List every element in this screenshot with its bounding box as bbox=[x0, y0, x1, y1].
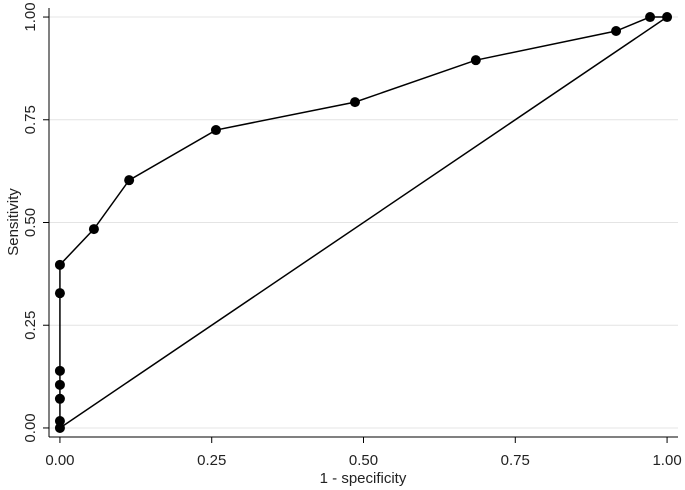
point bbox=[54, 415, 65, 426]
y-tick-label: 0.50 bbox=[22, 208, 39, 237]
point bbox=[54, 365, 65, 376]
point bbox=[470, 55, 481, 66]
point bbox=[645, 12, 656, 23]
line bbox=[59, 16, 668, 429]
point bbox=[88, 224, 99, 235]
x-tick-label: 0.75 bbox=[501, 452, 530, 469]
x-axis-title: 1 - specificity bbox=[320, 470, 407, 487]
y-tick-label: 0.25 bbox=[22, 311, 39, 340]
x-tick-label: 0.00 bbox=[45, 452, 74, 469]
x-tick-label: 1.00 bbox=[652, 452, 681, 469]
point bbox=[54, 259, 65, 270]
y-tick-label: 1.00 bbox=[22, 2, 39, 31]
y-tick-label: 0.75 bbox=[22, 105, 39, 134]
x-tick-label: 0.50 bbox=[349, 452, 378, 469]
point bbox=[350, 97, 360, 108]
point bbox=[611, 26, 622, 37]
point bbox=[54, 288, 65, 299]
point bbox=[54, 379, 65, 390]
point bbox=[124, 175, 135, 186]
point bbox=[54, 393, 65, 404]
point bbox=[210, 125, 221, 136]
y-tick-label: 0.00 bbox=[22, 413, 39, 442]
y-axis-title: Sensitivity bbox=[5, 188, 22, 256]
x-tick-label: 0.25 bbox=[197, 452, 226, 469]
